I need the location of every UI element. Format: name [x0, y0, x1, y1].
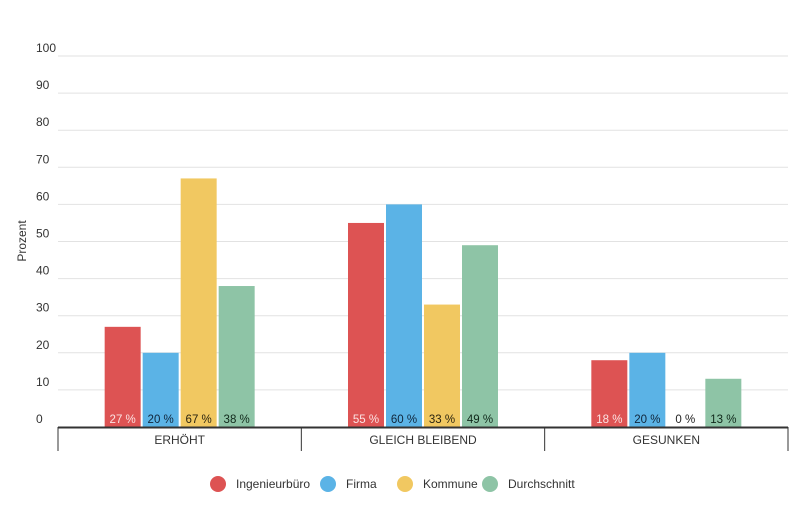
legend-item[interactable]: Durchschnitt — [482, 476, 575, 492]
y-tick-label: 20 — [36, 338, 50, 352]
data-label: 60 % — [391, 414, 417, 426]
x-category-label: GESUNKEN — [633, 433, 700, 447]
y-tick-label: 50 — [36, 227, 50, 241]
bar — [591, 360, 628, 427]
y-tick-label: 100 — [36, 41, 56, 55]
data-label: 0 % — [675, 414, 695, 426]
bar — [462, 245, 498, 427]
bar — [180, 178, 217, 427]
legend-item[interactable]: Ingenieurbüro — [210, 476, 310, 492]
legend-label: Durchschnitt — [508, 477, 575, 491]
data-label: 27 % — [110, 414, 136, 426]
legend-swatch-icon — [320, 476, 336, 492]
bar — [218, 286, 255, 427]
bar — [705, 378, 742, 427]
legend-swatch-icon — [210, 476, 226, 492]
bar — [424, 304, 460, 427]
x-category-label: ERHÖHT — [154, 433, 205, 447]
bar — [386, 204, 422, 427]
y-tick-label: 40 — [36, 264, 50, 278]
legend-label: Kommune — [423, 477, 478, 491]
legend-swatch-icon — [397, 476, 413, 492]
data-label: 67 % — [186, 414, 212, 426]
data-label: 18 % — [596, 414, 622, 426]
y-axis-label: Prozent — [15, 220, 29, 262]
y-tick-label: 70 — [36, 152, 50, 166]
data-label: 20 % — [634, 414, 660, 426]
y-tick-label: 90 — [36, 78, 50, 92]
y-tick-label: 80 — [36, 115, 50, 129]
bar — [348, 222, 384, 427]
bar — [104, 326, 141, 427]
legend-item[interactable]: Kommune — [397, 476, 478, 492]
data-label: 55 % — [353, 414, 379, 426]
legend-label: Firma — [346, 477, 377, 491]
legend-label: Ingenieurbüro — [236, 477, 310, 491]
data-label: 20 % — [148, 414, 174, 426]
bar — [142, 352, 179, 427]
y-tick-label: 60 — [36, 189, 50, 203]
y-tick-label: 30 — [36, 301, 50, 315]
x-category-label: GLEICH BLEIBEND — [369, 433, 477, 447]
legend-swatch-icon — [482, 476, 498, 492]
data-label: 13 % — [710, 414, 736, 426]
y-tick-label: 10 — [36, 375, 50, 389]
bar — [629, 352, 666, 427]
data-label: 38 % — [224, 414, 250, 426]
data-label: 49 % — [467, 414, 493, 426]
y-tick-label: 0 — [36, 412, 43, 426]
data-label: 33 % — [429, 414, 455, 426]
legend-item[interactable]: Firma — [320, 476, 377, 492]
